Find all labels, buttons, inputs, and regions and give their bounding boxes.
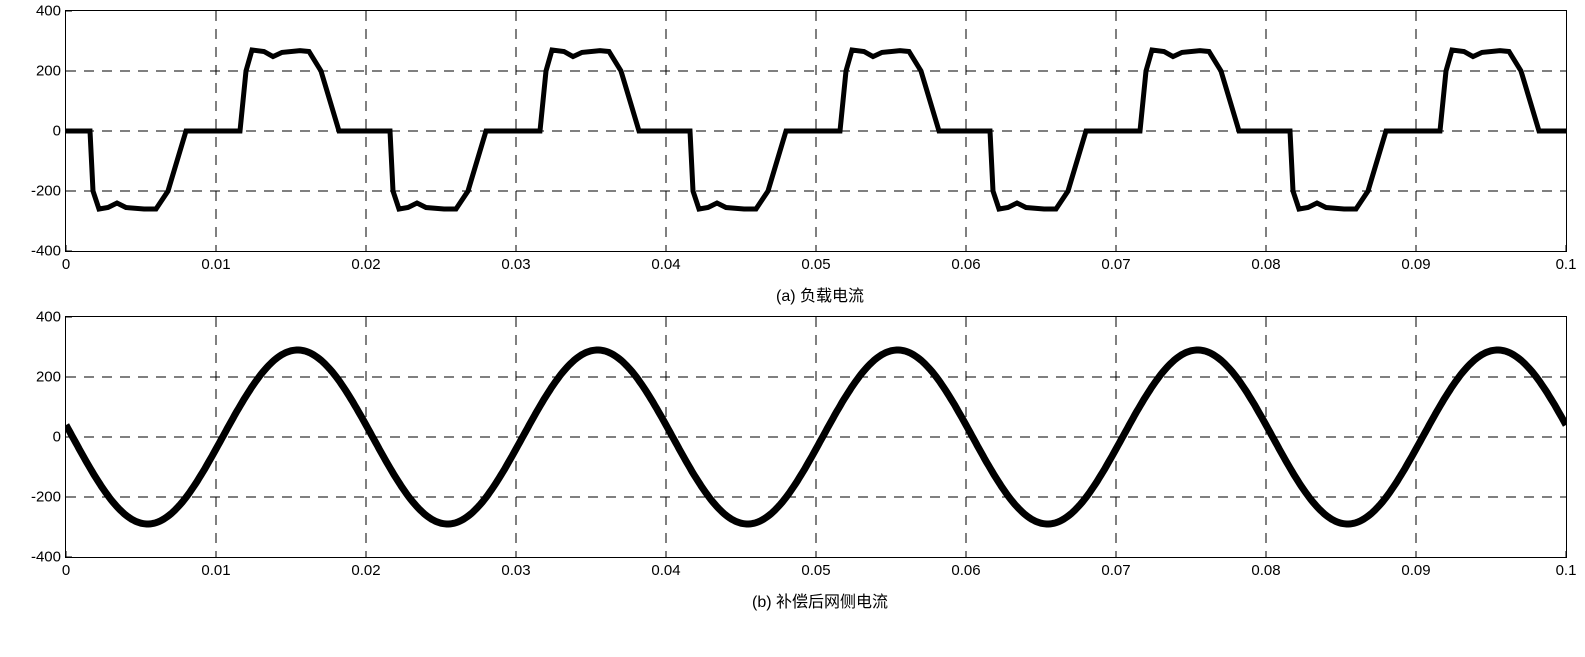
x-tick-label: 0.09 <box>1401 256 1430 273</box>
y-tick-label: 0 <box>16 123 61 140</box>
y-tick-label: 400 <box>16 3 61 20</box>
plot-a-svg <box>66 11 1566 251</box>
y-tick-label: 0 <box>16 429 61 446</box>
x-tick-label: 0.05 <box>801 256 830 273</box>
x-tick-label: 0.03 <box>501 256 530 273</box>
plot-a-area: -400-2000200400 00.010.020.030.040.050.0… <box>65 10 1567 252</box>
y-tick-label: 400 <box>16 309 61 326</box>
plot-a-ylabels: -400-2000200400 <box>16 11 61 251</box>
x-tick-label: 0 <box>62 256 70 273</box>
x-tick-label: 0.1 <box>1556 256 1577 273</box>
y-tick-label: -200 <box>16 183 61 200</box>
x-tick-label: 0.01 <box>201 562 230 579</box>
x-tick-label: 0.05 <box>801 562 830 579</box>
y-tick-label: 200 <box>16 63 61 80</box>
x-tick-label: 0.06 <box>951 256 980 273</box>
plot-b-xlabels: 00.010.020.030.040.050.060.070.080.090.1 <box>66 562 1566 582</box>
plot-b-area: -400-2000200400 00.010.020.030.040.050.0… <box>65 316 1567 558</box>
plot-a-xlabels: 00.010.020.030.040.050.060.070.080.090.1 <box>66 256 1566 276</box>
x-tick-label: 0 <box>62 562 70 579</box>
chart-container: -400 -200 0 200 400 0 0.01 0.02 0.03 0.04 0.05 0.0… <box>10 10 1575 612</box>
x-tick-label: 0.09 <box>1401 562 1430 579</box>
x-tick-label: 0.1 <box>1556 562 1577 579</box>
x-tick-label: 0.03 <box>501 562 530 579</box>
x-tick-label: 0.08 <box>1251 256 1280 273</box>
x-tick-label: 0.07 <box>1101 256 1130 273</box>
x-tick-label: 0.01 <box>201 256 230 273</box>
x-tick-label: 0.07 <box>1101 562 1130 579</box>
x-tick-label: 0.04 <box>651 256 680 273</box>
y-tick-label: -400 <box>16 243 61 260</box>
x-tick-label: 0.02 <box>351 256 380 273</box>
plot-b-svg <box>66 317 1566 557</box>
x-tick-label: 0.02 <box>351 562 380 579</box>
subplot-b-caption: (b) 补偿后网侧电流 <box>65 588 1575 612</box>
subplot-a: -400-2000200400 00.010.020.030.040.050.0… <box>65 10 1575 306</box>
subplot-b: -400-2000200400 00.010.020.030.040.050.0… <box>65 316 1575 612</box>
y-tick-label: -400 <box>16 549 61 566</box>
x-tick-label: 0.06 <box>951 562 980 579</box>
y-tick-label: -200 <box>16 489 61 506</box>
y-tick-label: 200 <box>16 369 61 386</box>
subplot-a-caption: (a) 负载电流 <box>65 282 1575 306</box>
x-tick-label: 0.04 <box>651 562 680 579</box>
x-tick-label: 0.08 <box>1251 562 1280 579</box>
plot-b-ylabels: -400-2000200400 <box>16 317 61 557</box>
